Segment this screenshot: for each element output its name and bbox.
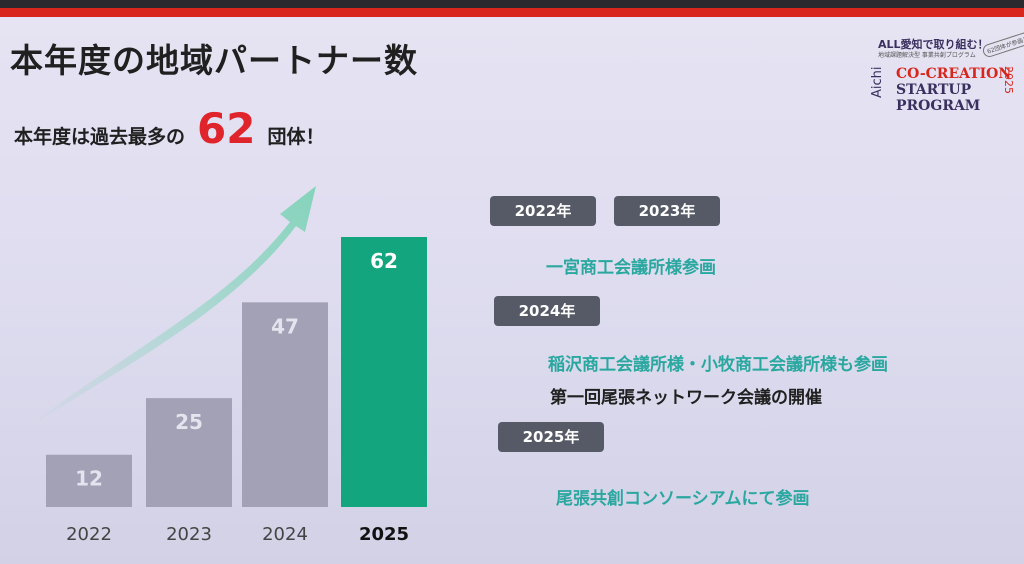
tag-2024: 2024年 — [494, 296, 600, 326]
text-2025: 尾張共創コンソーシアムにて参画 — [556, 489, 810, 509]
logo-aichi: Aichi — [870, 66, 885, 98]
logo-subtagline: 地域課題解決型 事業共創プログラム — [878, 52, 976, 59]
slide-top-bar — [0, 8, 1024, 17]
page-title: 本年度の地域パートナー数 — [10, 41, 418, 80]
tag-2022: 2022年 — [490, 196, 596, 226]
bar-value-label: 62 — [370, 249, 398, 273]
x-tick-label: 2025 — [359, 524, 409, 545]
program-logo: ALL愛知で取り組む！ 地域課題解決型 事業共創プログラム 62団体が参画！ A… — [870, 30, 1024, 121]
text-2022-2023: 一宮商工会議所様参画 — [546, 258, 716, 278]
text-2024-a: 稲沢商工会議所様・小牧商工会議所様も参画 — [548, 355, 888, 375]
logo-year: 2025 — [1002, 66, 1015, 94]
bar-2023 — [146, 398, 232, 507]
bar-value-label: 47 — [271, 314, 299, 338]
bar-chart: 12 2022 25 2023 47 2024 62 2025 — [40, 186, 427, 545]
subtitle: 本年度は過去最多の 62 団体！ — [14, 104, 324, 154]
bar-value-label: 25 — [175, 410, 203, 434]
logo-startup: STARTUP — [896, 82, 972, 98]
logo-tagline: ALL愛知で取り組む！ — [878, 38, 989, 51]
x-tick-label: 2023 — [166, 524, 212, 545]
bar-2022 — [46, 454, 132, 507]
subtitle-suffix: 団体！ — [267, 126, 325, 148]
tag-2025: 2025年 — [498, 422, 604, 452]
logo-co-creation: CO-CREATION — [896, 66, 1012, 82]
tag-2023: 2023年 — [614, 196, 720, 226]
bar-2025 — [341, 237, 427, 507]
subtitle-prefix: 本年度は過去最多の — [14, 126, 186, 148]
trend-arrow — [40, 186, 316, 420]
screen-bezel — [0, 0, 1024, 8]
x-tick-label: 2024 — [262, 524, 308, 545]
text-2024-b: 第一回尾張ネットワーク会議の開催 — [550, 388, 822, 408]
bar-value-label: 12 — [75, 467, 103, 491]
subtitle-number: 62 — [197, 104, 256, 153]
logo-program: PROGRAM — [896, 98, 981, 114]
bar-2024 — [242, 302, 328, 507]
x-tick-label: 2022 — [66, 524, 112, 545]
